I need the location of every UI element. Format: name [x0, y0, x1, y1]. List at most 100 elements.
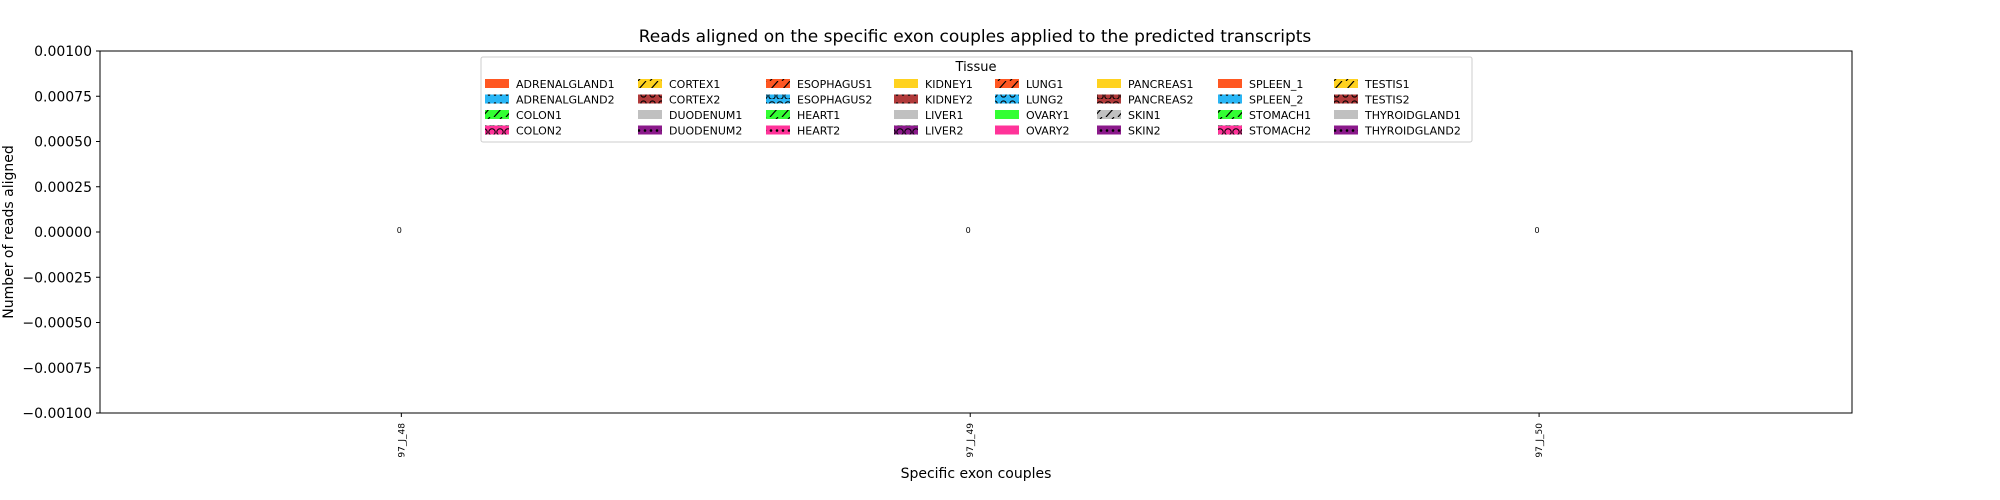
legend-entry: COLON2 [485, 125, 562, 138]
y-tick-label: −0.00025 [22, 270, 92, 286]
y-tick-label: −0.00075 [22, 361, 92, 377]
legend-label: SPLEEN_2 [1249, 94, 1303, 107]
legend-swatch-hatch [1097, 125, 1121, 135]
legend-entry: PANCREAS1 [1097, 78, 1193, 91]
legend-label: KIDNEY1 [925, 78, 973, 91]
legend-entry: HEART1 [766, 109, 840, 122]
legend-swatch-hatch [485, 94, 509, 104]
legend-entry: SKIN2 [1097, 125, 1161, 138]
legend-entry: LUNG2 [995, 94, 1063, 107]
legend-swatch [995, 125, 1019, 135]
legend-label: SPLEEN_1 [1249, 78, 1303, 91]
legend-swatch [894, 110, 918, 119]
legend-label: DUODENUM1 [669, 109, 742, 122]
legend-entry: ESOPHAGUS2 [766, 94, 872, 107]
legend-swatch-hatch [1097, 94, 1121, 104]
legend-label: HEART1 [797, 109, 840, 122]
legend-entry: PANCREAS2 [1097, 94, 1193, 107]
legend-entry: SKIN1 [1097, 109, 1161, 122]
legend-entry: OVARY2 [995, 125, 1069, 138]
legend-label: COLON1 [516, 109, 562, 122]
legend-swatch-hatch [638, 125, 662, 135]
legend-title: Tissue [955, 60, 997, 75]
legend-swatch-hatch [1334, 125, 1358, 135]
legend-entry: LUNG1 [995, 78, 1063, 91]
legend-label: LUNG1 [1026, 78, 1063, 91]
legend-entry: TESTIS1 [1334, 78, 1410, 91]
legend-label: TESTIS1 [1364, 78, 1410, 91]
y-tick-label: −0.00100 [22, 406, 92, 422]
legend-entry: STOMACH1 [1218, 109, 1311, 122]
legend-swatch-hatch [638, 79, 662, 88]
legend-swatch-hatch [485, 125, 509, 135]
legend-swatch-hatch [995, 94, 1019, 104]
legend-label: STOMACH1 [1249, 109, 1311, 122]
legend-entry: DUODENUM2 [638, 125, 742, 138]
legend-entry: LIVER1 [894, 109, 964, 122]
legend-swatch-hatch [766, 110, 790, 119]
data-label: 0 [1535, 226, 1540, 235]
legend-entries: ADRENALGLAND1 ADRENALGLAND2 COLON1 COLON2 CO… [485, 78, 1461, 138]
legend-label: SKIN2 [1128, 125, 1161, 138]
legend-label: THYROIDGLAND2 [1364, 125, 1461, 138]
legend-swatch [995, 110, 1019, 119]
legend-label: SKIN1 [1128, 109, 1161, 122]
legend-label: CORTEX1 [669, 78, 720, 91]
legend-swatch-hatch [766, 125, 790, 135]
legend-swatch [1334, 110, 1358, 119]
data-label: 0 [966, 226, 971, 235]
legend-entry: CORTEX2 [638, 94, 720, 107]
legend-swatch [894, 79, 918, 88]
legend-swatch-hatch [766, 94, 790, 104]
legend-label: ESOPHAGUS1 [797, 78, 872, 91]
legend-entry: TESTIS2 [1334, 94, 1410, 107]
legend-entry: ESOPHAGUS1 [766, 78, 872, 91]
y-axis: 0.00100 0.00075 0.00050 0.00025 0.00000 −0.00… [22, 44, 100, 422]
legend-label: HEART2 [797, 125, 840, 138]
x-axis: 97_J_48 97_J_49 97_J_50 [397, 413, 1545, 458]
legend-entry: THYROIDGLAND1 [1334, 109, 1461, 122]
x-tick-label: 97_J_50 [1535, 423, 1545, 458]
data-labels: 0 0 0 [397, 226, 1540, 235]
chart-title: Reads aligned on the specific exon coupl… [639, 27, 1312, 47]
legend-swatch-hatch [1218, 125, 1242, 135]
legend-label: TESTIS2 [1364, 94, 1410, 107]
legend-label: PANCREAS2 [1128, 94, 1193, 107]
y-tick-label: −0.00050 [22, 316, 92, 332]
legend-swatch-hatch [995, 79, 1019, 88]
legend-label: LUNG2 [1026, 94, 1063, 107]
legend-swatch [1218, 79, 1242, 88]
x-tick-label: 97_J_49 [966, 423, 976, 458]
legend-swatch-hatch [894, 94, 918, 104]
y-tick-label: 0.00025 [34, 180, 92, 196]
legend-entry: HEART2 [766, 125, 840, 138]
legend-entry: KIDNEY2 [894, 94, 973, 107]
legend-entry: STOMACH2 [1218, 125, 1311, 138]
legend-swatch [1097, 79, 1121, 88]
legend-swatch-hatch [1097, 110, 1121, 119]
legend-swatch-hatch [1334, 79, 1358, 88]
legend-label: ADRENALGLAND2 [516, 94, 615, 107]
legend-entry: KIDNEY1 [894, 78, 973, 91]
legend-label: CORTEX2 [669, 94, 720, 107]
legend-label: STOMACH2 [1249, 125, 1311, 138]
legend-label: DUODENUM2 [669, 125, 742, 138]
legend-swatch [638, 110, 662, 119]
y-tick-label: 0.00100 [34, 44, 92, 60]
legend-entry: ADRENALGLAND2 [485, 94, 615, 107]
legend-swatch-hatch [1334, 94, 1358, 104]
legend-label: LIVER2 [925, 125, 964, 138]
legend-frame [480, 56, 1473, 143]
x-axis-label: Specific exon couples [901, 466, 1052, 482]
y-tick-label: 0.00075 [34, 89, 92, 105]
legend-label: LIVER1 [925, 109, 964, 122]
legend-entry: OVARY1 [995, 109, 1069, 122]
legend: Tissue ADRENALGLAND1 ADRENALGLAND2 COLON1 C… [480, 56, 1473, 143]
y-tick-label: 0.00000 [34, 225, 92, 241]
legend-swatch-hatch [894, 125, 918, 135]
legend-label: OVARY2 [1026, 125, 1069, 138]
y-axis-label: Number of reads aligned [1, 145, 17, 319]
legend-entry: COLON1 [485, 109, 562, 122]
x-tick-label: 97_J_48 [397, 423, 407, 458]
